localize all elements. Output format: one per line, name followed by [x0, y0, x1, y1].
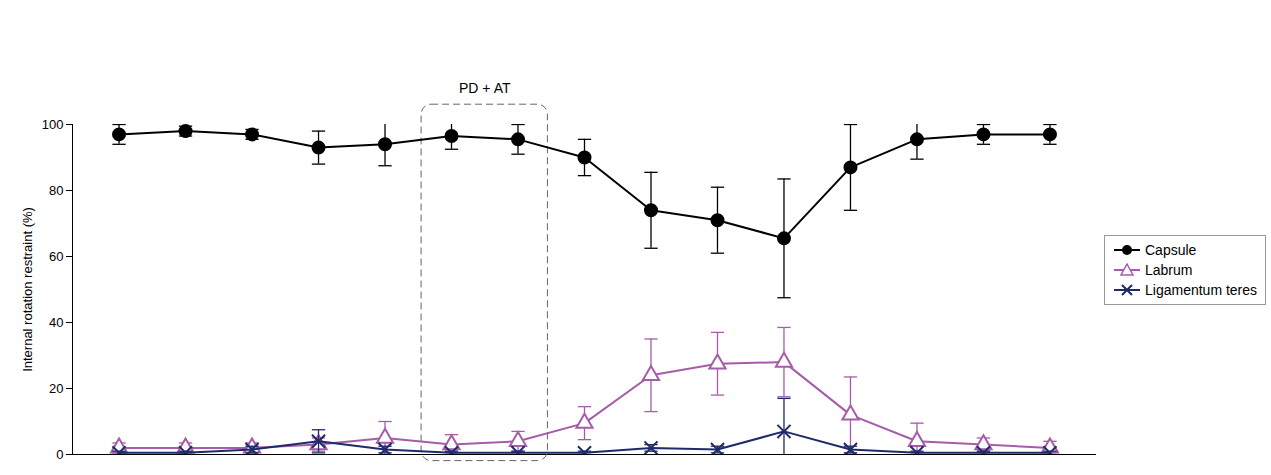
- html-text:Labrum: Labrum: [1145, 262, 1193, 278]
- svg-text:40: 40: [49, 315, 63, 330]
- svg-text:PD + AT: PD + AT: [459, 80, 511, 96]
- svg-text:0: 0: [56, 447, 63, 462]
- svg-text:60: 60: [49, 249, 63, 264]
- html-text:Capsule: Capsule: [1145, 242, 1197, 258]
- svg-text:100: 100: [42, 117, 64, 132]
- svg-text:20: 20: [49, 381, 63, 396]
- svg-text:80: 80: [49, 183, 63, 198]
- html-text:Ligamentum teres: Ligamentum teres: [1145, 282, 1258, 298]
- svg-text:Internal rotation restraint (%: Internal rotation restraint (%): [20, 207, 35, 372]
